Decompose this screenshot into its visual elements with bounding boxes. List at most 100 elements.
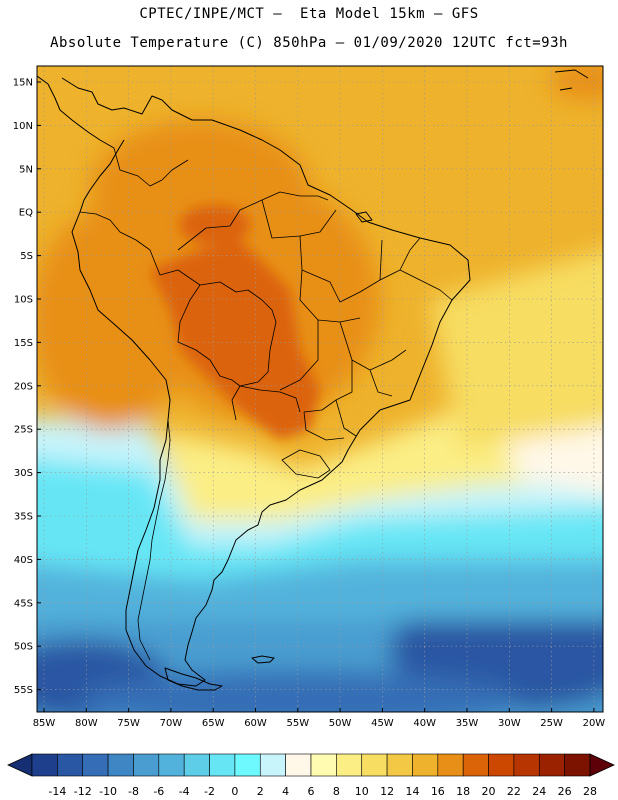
colorbar-swatch: [82, 753, 109, 777]
colorbar-swatch: [310, 753, 337, 777]
border-brazil-west: [159, 269, 277, 421]
lat-label: 45S: [14, 598, 33, 609]
colorbar-label: 28: [583, 785, 597, 798]
colorbar-swatch: [361, 753, 388, 777]
lon-label: 65W: [202, 718, 225, 729]
colorbar-label: 20: [482, 785, 496, 798]
colorbar-label: 14: [405, 785, 419, 798]
tierra-del-fuego-coast: [164, 667, 223, 691]
longitude-labels: 85W 80W 75W 70W 65W 60W 55W 50W 45W 40W 35W 30W 25W 2…: [33, 708, 606, 729]
lat-label: 40S: [14, 555, 33, 566]
colorbar-label: 16: [431, 785, 445, 798]
lat-label: 5S: [20, 251, 33, 262]
colorbar-swatch: [259, 753, 286, 777]
central-america-coastline: [37, 75, 115, 149]
lon-label: 60W: [244, 718, 267, 729]
colorbar-label: 6: [308, 785, 315, 798]
colorbar-swatch: [513, 753, 540, 777]
colorbar-swatch: [183, 753, 210, 777]
lat-label: 30S: [14, 468, 33, 479]
colorbar-swatch: [462, 753, 489, 777]
colorbar-swatch: [57, 753, 84, 777]
border-colombia-venezuela: [113, 147, 189, 187]
lon-label: 75W: [117, 718, 140, 729]
colorbar-high-arrow: [589, 753, 615, 777]
lat-label: 5N: [19, 164, 33, 175]
colorbar-label: 12: [380, 785, 394, 798]
lon-label: 35W: [456, 718, 479, 729]
temperature-field: [37, 66, 603, 712]
lat-label: 35S: [14, 512, 33, 523]
map-frame: [36, 65, 604, 713]
colorbar-label: 0: [231, 785, 238, 798]
colorbar-label: 22: [507, 785, 521, 798]
lat-label: 20S: [14, 381, 33, 392]
border-bolivia-paraguay: [177, 284, 301, 413]
lat-label: EQ: [19, 208, 33, 219]
lat-label: 50S: [14, 642, 33, 653]
lat-label: 15N: [13, 78, 33, 89]
colorbar-swatch: [412, 753, 439, 777]
colorbar-label: -4: [179, 785, 190, 798]
caribbean-islands: [554, 69, 589, 91]
lat-label: 10S: [14, 295, 33, 306]
colorbar-swatch: [488, 753, 515, 777]
colorbar-swatch: [564, 753, 591, 777]
field-pale-band: [37, 417, 603, 545]
lat-label: 25S: [14, 425, 33, 436]
lon-label: 70W: [160, 718, 183, 729]
lon-label: 50W: [329, 718, 352, 729]
colorbar-swatch: [285, 753, 312, 777]
colorbar-label: 10: [355, 785, 369, 798]
field-cold-core-south: [80, 670, 520, 712]
latitude-labels: 15N 10N 5N EQ 5S 10S 15S 20S 25S 30S 35S 40S 45S 50S 5…: [13, 78, 41, 696]
chart-title-line-2: Absolute Temperature (C) 850hPa – 01/09/…: [50, 35, 568, 51]
brazil-states: [261, 199, 453, 441]
colorbar: -14 -12 -10 -8 -6 -4 -2 0 2 4 6 8 10 12 14 16 18 20 22 24 26…: [7, 753, 615, 798]
lat-label: 15S: [14, 338, 33, 349]
field-light-yellow-east: [430, 250, 603, 450]
marajo-island: [355, 211, 373, 223]
chart-title-line-1: CPTEC/INPE/MCT – Eta Model 15km – GFS: [139, 6, 479, 22]
colorbar-swatch: [209, 753, 236, 777]
colorbar-label: -6: [153, 785, 164, 798]
lon-label: 45W: [371, 718, 394, 729]
colorbar-swatch: [133, 753, 160, 777]
colorbar-swatch: [538, 753, 565, 777]
south-america-coastline: [61, 77, 471, 687]
colorbar-label: 8: [333, 785, 340, 798]
border-uruguay: [281, 449, 331, 479]
colorbar-swatch: [336, 753, 363, 777]
colorbar-label: 2: [257, 785, 264, 798]
colorbar-swatch: [158, 753, 185, 777]
coastlines: [37, 69, 589, 691]
colorbar-label: -10: [99, 785, 117, 798]
border-argentina-chile: [137, 419, 171, 661]
lat-label: 10N: [13, 121, 33, 132]
colorbar-swatch: [107, 753, 134, 777]
lon-label: 30W: [498, 718, 521, 729]
lon-label: 40W: [413, 718, 436, 729]
colorbar-swatch: [386, 753, 413, 777]
colorbar-label: -12: [74, 785, 92, 798]
lon-label: 85W: [33, 718, 56, 729]
lon-label: 20W: [583, 718, 606, 729]
lon-label: 55W: [286, 718, 309, 729]
colorbar-label: 24: [532, 785, 546, 798]
colorbar-swatch: [437, 753, 464, 777]
colorbar-low-arrow: [7, 753, 33, 777]
political-borders: [79, 147, 453, 661]
lon-label: 25W: [540, 718, 563, 729]
field-orange-corner: [550, 66, 603, 100]
border-peru-ecuador: [79, 211, 161, 276]
colorbar-label: -8: [128, 785, 139, 798]
colorbar-label: 4: [282, 785, 289, 798]
lon-label: 80W: [75, 718, 98, 729]
colorbar-label: -14: [48, 785, 66, 798]
colorbar-label: -2: [204, 785, 215, 798]
colorbar-label: 26: [558, 785, 572, 798]
colorbar-label: 18: [456, 785, 470, 798]
field-hot-core: [150, 240, 320, 440]
colorbar-swatch: [31, 753, 58, 777]
